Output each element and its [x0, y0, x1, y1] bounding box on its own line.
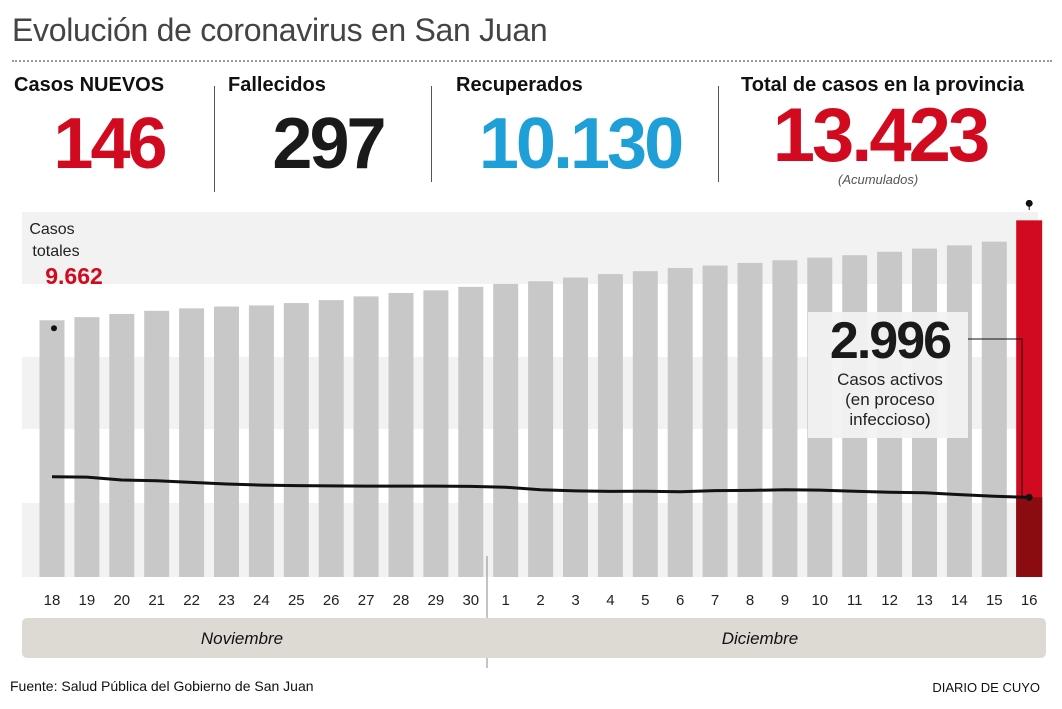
bar-total-cases [388, 292, 414, 577]
source-note: Fuente: Salud Pública del Gobierno de Sa… [10, 678, 314, 694]
bar-total-cases [702, 265, 728, 577]
bar-total-cases [632, 271, 658, 577]
month-label-december: Diciembre [722, 629, 799, 648]
bar-highlight-active [1016, 497, 1043, 577]
x-tick-label: 15 [986, 592, 1003, 609]
bar-total-cases [179, 308, 205, 577]
bar-total-cases [109, 313, 135, 577]
background-band [22, 212, 1038, 284]
total-value: 13.423 [772, 93, 990, 178]
x-tick-label: 26 [323, 592, 340, 609]
x-tick-label: 20 [113, 592, 130, 609]
start-total-label: Casos [29, 221, 74, 238]
bar-total-cases [144, 310, 170, 577]
bar-total-cases [737, 262, 763, 577]
x-tick-label: 24 [253, 592, 270, 609]
x-tick-label: 1 [502, 592, 510, 609]
deaths-label: Fallecidos [228, 74, 326, 96]
page-title: Evolución de coronavirus en San Juan [12, 12, 548, 48]
x-tick-label: 7 [711, 592, 719, 609]
bar-total-cases [318, 300, 344, 577]
bar-total-cases [597, 274, 623, 577]
total-note: (Acumulados) [838, 172, 919, 187]
bar-total-cases [667, 267, 693, 577]
bar-total-cases [283, 303, 309, 577]
x-tick-label: 12 [881, 592, 898, 609]
title-divider [12, 60, 1052, 62]
line-active-cases [51, 475, 1030, 499]
bar-total-cases [39, 320, 65, 577]
x-tick-label: 28 [393, 592, 410, 609]
x-tick-label: 2 [536, 592, 544, 609]
active-cases-label: Casos activos [837, 370, 943, 389]
stat-separator [214, 86, 215, 192]
new-cases-label: Casos NUEVOS [14, 74, 165, 96]
x-tick-label: 27 [358, 592, 375, 609]
x-tick-label: 11 [847, 592, 863, 609]
x-tick-label: 18 [44, 592, 61, 609]
month-band [22, 618, 1046, 658]
x-tick-label: 6 [676, 592, 684, 609]
recovered-value: 10.130 [478, 104, 684, 184]
x-tick-label: 8 [746, 592, 754, 609]
active-cases-label: infeccioso) [849, 410, 930, 429]
bar-total-cases [528, 281, 554, 577]
active-cases-label: (en proceso [845, 390, 935, 409]
active-leader [968, 338, 1023, 498]
x-tick-label: 3 [571, 592, 579, 609]
x-tick-label: 29 [428, 592, 445, 609]
recovered-label: Recuperados [456, 74, 583, 96]
x-tick-label: 16 [1021, 592, 1038, 609]
new-cases-value: 146 [53, 104, 167, 184]
active-cases-point [1025, 493, 1033, 501]
bar-total-cases [214, 306, 239, 577]
x-tick-label: 9 [781, 592, 789, 609]
x-tick-label: 30 [462, 592, 479, 609]
x-tick-label: 10 [811, 592, 828, 609]
active-annotation-bg [808, 312, 968, 438]
x-tick-label: 23 [218, 592, 235, 609]
month-label-november: Noviembre [201, 629, 283, 648]
x-tick-label: 14 [951, 592, 968, 609]
bar-total-cases [74, 317, 100, 577]
bar-total-cases [353, 296, 379, 577]
bar-total-cases [493, 283, 519, 577]
start-total-point [51, 325, 57, 332]
x-tick-label: 25 [288, 592, 305, 609]
active-cases-value: 2.996 [830, 312, 951, 370]
deaths-value: 297 [272, 104, 386, 184]
x-tick-label: 5 [641, 592, 649, 609]
bar-total-cases [458, 286, 484, 577]
bar-total-cases [248, 305, 274, 577]
stat-separator [431, 86, 432, 182]
brand-label: DIARIO DE CUYO [932, 680, 1040, 695]
bar-total-cases [981, 241, 1007, 577]
total-label: Total de casos en la provincia [741, 74, 1025, 96]
start-total-label: totales [32, 243, 79, 260]
x-tick-label: 22 [183, 592, 200, 609]
x-tick-label: 19 [79, 592, 96, 609]
x-tick-label: 21 [148, 592, 165, 609]
bar-total-cases [423, 290, 449, 577]
stat-separator [718, 86, 719, 182]
x-tick-label: 4 [606, 592, 614, 609]
x-tick-label: 13 [916, 592, 933, 609]
bar-total-cases [772, 260, 798, 577]
bar-total-cases [563, 277, 588, 577]
start-total-value: 9.662 [45, 263, 103, 289]
